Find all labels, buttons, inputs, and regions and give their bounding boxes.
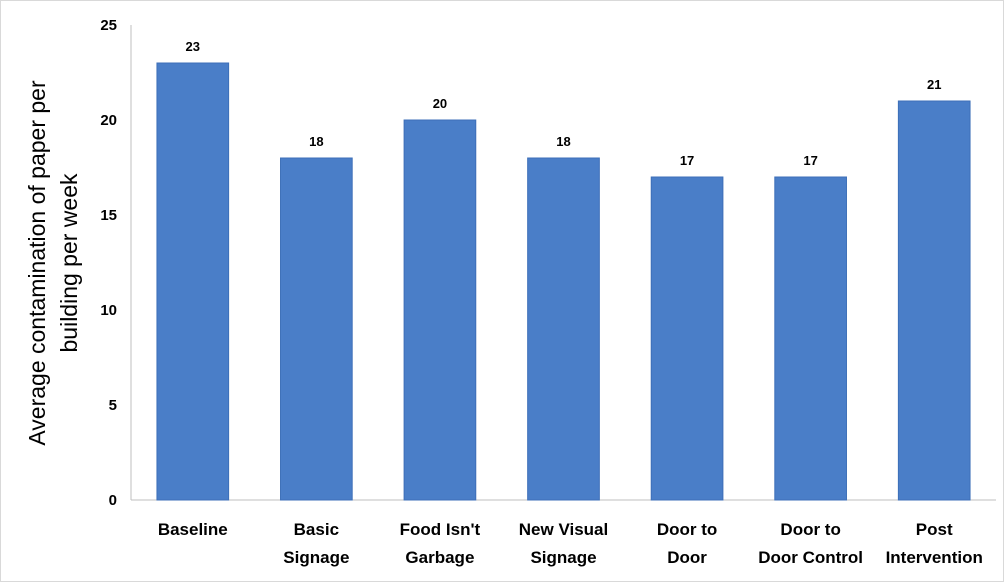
x-tick-label-2-line-0: Food Isn't: [400, 520, 481, 539]
x-tick-label-1-line-1: Signage: [283, 548, 349, 567]
data-label-2: 20: [433, 96, 447, 111]
y-axis-title-line-1: building per week: [56, 173, 82, 353]
bar-0: [157, 63, 229, 500]
x-tick-label-6-line-0: Post: [916, 520, 953, 539]
x-tick-label-5-line-0: Door to: [780, 520, 840, 539]
y-tick-label-1: 5: [109, 397, 117, 414]
data-label-5: 17: [803, 153, 817, 168]
data-label-0: 23: [186, 39, 200, 54]
x-tick-label-2-line-1: Garbage: [405, 548, 474, 567]
y-axis-title: Average contamination of paper per buildi…: [24, 80, 82, 446]
bar-3: [528, 158, 600, 500]
x-tick-label-3-line-1: Signage: [530, 548, 596, 567]
x-tick-label-4-line-0: Door to: [657, 520, 717, 539]
y-tick-label-2: 10: [100, 302, 117, 319]
x-tick-label-5-line-1: Door Control: [758, 548, 863, 567]
bar-6: [898, 101, 970, 500]
x-tick-label-3-line-0: New Visual: [519, 520, 608, 539]
y-tick-label-3: 15: [100, 207, 117, 224]
data-label-1: 18: [309, 134, 323, 149]
x-tick-label-1-line-0: Basic: [294, 520, 339, 539]
x-tick-label-4-line-1: Door: [667, 548, 707, 567]
data-label-6: 21: [927, 77, 941, 92]
data-label-3: 18: [556, 134, 570, 149]
y-tick-label-0: 0: [109, 492, 117, 509]
bar-4: [651, 177, 723, 500]
bar-1: [281, 158, 353, 500]
y-tick-label-5: 25: [100, 17, 117, 34]
y-tick-label-4: 20: [100, 112, 117, 129]
x-tick-label-0: Baseline: [158, 520, 228, 539]
bar-2: [404, 120, 476, 500]
y-axis-title-line-0: Average contamination of paper per: [24, 80, 50, 446]
x-tick-label-6-line-1: Intervention: [886, 548, 983, 567]
data-label-4: 17: [680, 153, 694, 168]
bar-5: [775, 177, 847, 500]
